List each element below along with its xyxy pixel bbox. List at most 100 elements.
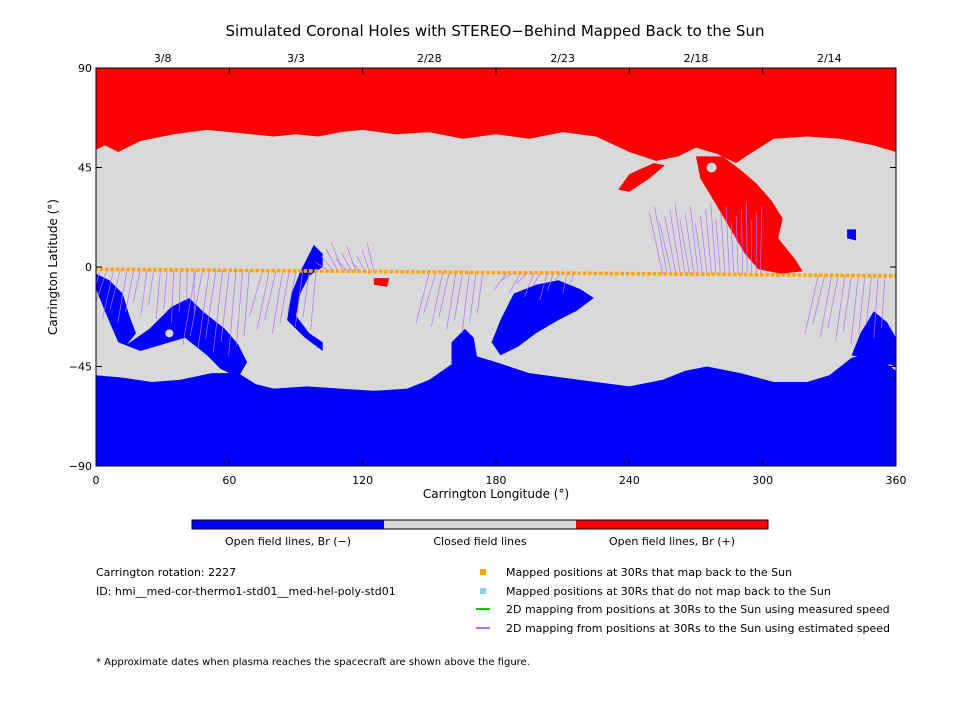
mapped-positions-30rs <box>96 267 896 278</box>
mapped-point <box>185 268 190 272</box>
mapping-line <box>220 270 230 343</box>
mapping-line <box>102 269 115 320</box>
mapped-point <box>717 272 721 277</box>
chart-title: Simulated Coronal Holes with STEREO−Behi… <box>226 22 765 40</box>
mapping-line <box>508 272 521 294</box>
mapping-line <box>264 270 277 321</box>
mapped-point <box>325 269 329 273</box>
mapped-point <box>652 272 657 276</box>
mapped-point <box>733 272 737 277</box>
mapping-line <box>674 202 686 275</box>
mapped-point <box>169 268 173 272</box>
colorbar-frame <box>191 519 769 530</box>
orange-square-icon <box>480 569 486 575</box>
x-tick-label: 360 <box>886 474 907 487</box>
negative-south-cap-region <box>96 353 896 466</box>
mapped-point <box>228 268 233 273</box>
mapped-point <box>695 272 700 276</box>
mapped-point <box>341 269 345 274</box>
mapped-point <box>507 270 512 275</box>
mapped-point <box>555 271 560 275</box>
mapped-point <box>174 268 179 272</box>
mapping-line <box>235 270 244 346</box>
mapping-line <box>715 219 721 275</box>
mapping-line <box>228 270 237 356</box>
legend-label: 2D mapping from positions at 30Rs to the… <box>506 603 890 616</box>
mapping-line <box>178 269 181 313</box>
mapping-line <box>654 206 668 275</box>
mapped-point <box>147 267 152 272</box>
mapped-point <box>96 267 98 272</box>
mapping-line <box>453 272 464 321</box>
mapped-point <box>163 267 168 272</box>
closed-field-island <box>165 329 174 338</box>
mapping-line <box>669 209 681 275</box>
mapping-line <box>163 269 168 310</box>
legend-label: Mapped positions at 30Rs that do not map… <box>506 584 831 598</box>
mapped-point <box>351 269 356 274</box>
mapped-point <box>400 269 404 274</box>
y-tick-label: 45 <box>78 162 92 175</box>
mapping-line <box>96 269 101 286</box>
mapping-line <box>700 216 708 275</box>
mapping-line <box>243 270 250 336</box>
mapped-point <box>470 270 474 275</box>
mapping-line <box>740 209 744 275</box>
mapping-line <box>524 272 535 297</box>
mapping-line <box>302 270 310 317</box>
mapped-point <box>518 270 522 275</box>
mapped-point <box>609 271 614 276</box>
mapped-point <box>491 270 496 275</box>
mapping-line <box>804 275 819 335</box>
date-label: 3/3 <box>287 52 305 65</box>
mapping-line <box>554 272 561 281</box>
date-label: 2/14 <box>817 52 842 65</box>
mapped-point <box>861 273 866 278</box>
mapped-point <box>781 273 786 277</box>
mapping-line <box>96 269 108 304</box>
mapping-line <box>562 273 568 294</box>
mapped-point <box>770 273 775 277</box>
mapped-point <box>362 269 367 274</box>
y-tick-label: −90 <box>69 460 92 473</box>
mapped-point <box>196 268 200 272</box>
mapping-line <box>725 206 730 275</box>
mapped-point <box>346 269 351 274</box>
positive-patch-2-region <box>618 163 665 192</box>
mapped-point <box>271 268 275 273</box>
mapping-line <box>117 269 128 323</box>
x-tick-label: 240 <box>619 474 640 487</box>
mapping-line <box>346 245 357 272</box>
mapping-line <box>132 269 141 303</box>
x-tick-label: 0 <box>93 474 100 487</box>
mapped-point <box>292 269 297 273</box>
mapping-line <box>331 242 343 272</box>
mapped-point <box>743 272 748 277</box>
mapping-line <box>881 275 886 328</box>
mapped-point <box>668 272 673 276</box>
mapping-line <box>140 269 148 316</box>
mapped-point <box>212 268 216 272</box>
mapped-point <box>792 273 796 277</box>
colorbar-label: Closed field lines <box>433 535 527 548</box>
mapped-point <box>378 269 383 274</box>
estimated-speed-mapping-lines <box>96 202 886 356</box>
mapping-line <box>679 219 690 275</box>
mapped-point <box>137 267 141 272</box>
mapped-point <box>851 273 855 278</box>
field-regions <box>96 68 896 466</box>
mapping-line <box>155 269 161 319</box>
mapping-line <box>423 271 437 314</box>
mapped-point <box>131 267 136 272</box>
mapping-line <box>493 272 508 291</box>
mapped-point <box>217 268 222 273</box>
mapped-point <box>319 269 324 273</box>
mapped-point <box>464 270 469 275</box>
colorbar-segment <box>384 520 576 529</box>
mapping-line <box>730 222 735 275</box>
mapping-line <box>746 202 748 275</box>
mapped-point <box>249 268 254 273</box>
mapped-point <box>201 268 206 272</box>
mapped-point <box>276 268 281 273</box>
mapped-point <box>802 273 807 277</box>
